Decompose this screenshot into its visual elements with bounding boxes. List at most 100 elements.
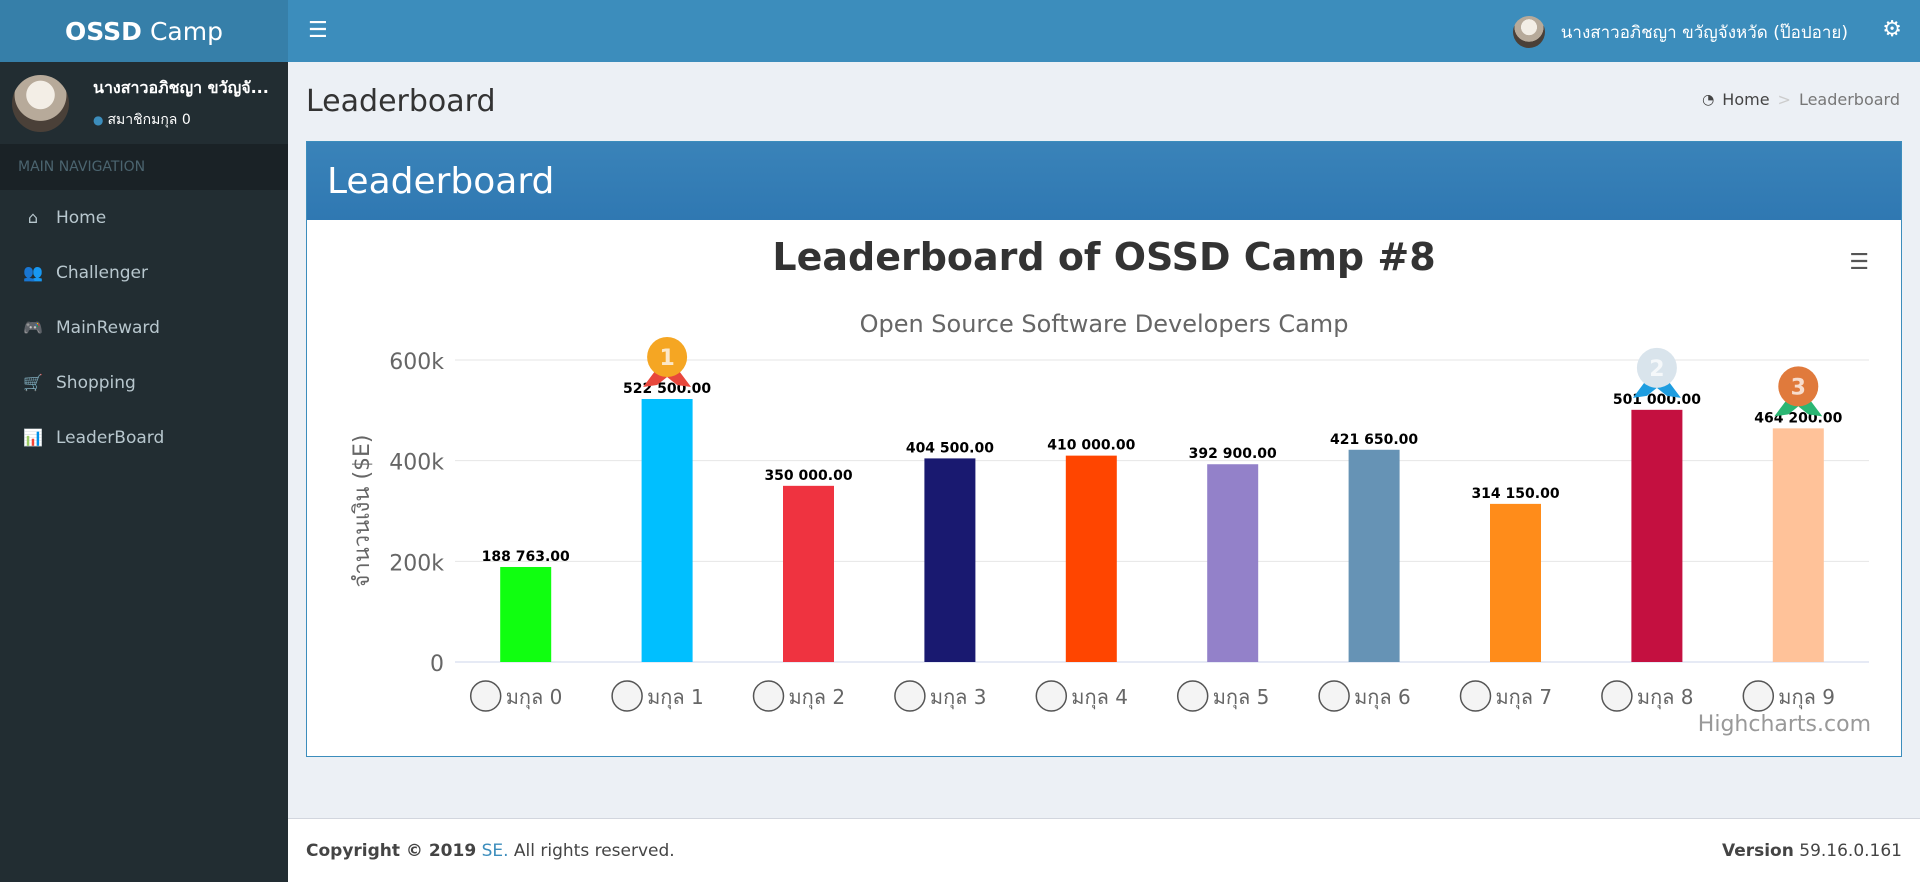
medal-rank: 1 (659, 346, 674, 371)
data-label: 404 500.00 (906, 440, 994, 456)
x-tick-label: มกุล 9 (1778, 685, 1835, 710)
bar (1490, 503, 1541, 662)
navbar-user-menu[interactable]: นางสาวอภิชญา ขวัญจังหวัด (ป๊อปอาย) (1512, 16, 1848, 48)
x-tick-label: มกุล 1 (647, 685, 704, 710)
footer: Copyright © 2019 SE. All rights reserved… (288, 818, 1920, 882)
logo-text: Camp (149, 16, 223, 46)
x-tick-label: มกุล 0 (506, 685, 563, 710)
chart-title: Leaderboard of OSSD Camp #8 (772, 235, 1436, 279)
bar (783, 485, 834, 662)
bar (1631, 409, 1683, 662)
version-number: 59.16.0.161 (1799, 840, 1902, 861)
app-logo[interactable]: OSSD Camp (0, 0, 288, 62)
box-title: Leaderboard (307, 142, 1901, 220)
leaderboard-box: Leaderboard Leaderboard of OSSD Camp #8 … (306, 141, 1902, 757)
cart-icon: 🛒 (23, 373, 43, 392)
bar (1065, 455, 1117, 662)
company-link[interactable]: SE. (481, 840, 509, 861)
medal-icon (647, 337, 688, 378)
x-tick-label: มกุล 8 (1637, 685, 1694, 710)
sidebar-item-label: Home (56, 207, 107, 228)
dashboard-icon: ◔ (1702, 91, 1715, 108)
team-logo-icon (1035, 680, 1068, 712)
sidebar-item-challenger[interactable]: 👥 Challenger (0, 245, 288, 300)
data-label: 501 000.00 (1613, 392, 1701, 408)
medal-icon (1636, 347, 1677, 388)
bar (1772, 428, 1824, 662)
logo-bold: OSSD (65, 16, 142, 46)
gamepad-icon: 🎮 (23, 318, 43, 337)
x-tick-label: มกุล 5 (1213, 685, 1270, 710)
chart-credits[interactable]: Highcharts.com (1697, 712, 1871, 737)
navbar-user-name: นางสาวอภิชญา ขวัญจังหวัด (ป๊อปอาย) (1560, 22, 1848, 43)
medal-rank: 2 (1649, 357, 1664, 382)
breadcrumb-home[interactable]: Home (1722, 90, 1770, 109)
medal-rank: 3 (1791, 375, 1806, 400)
nav-header: MAIN NAVIGATION (0, 144, 288, 190)
y-tick-label: 0 (430, 652, 444, 677)
sidebar-item-shopping[interactable]: 🛒 Shopping (0, 355, 288, 410)
chart-subtitle: Open Source Software Developers Camp (859, 310, 1349, 338)
sidebar: OSSD Camp นางสาวอภิชญา ขวัญจั... ● สมาชิ… (0, 0, 288, 882)
user-status: ● สมาชิกมกุล 0 (93, 109, 273, 131)
breadcrumb-current: Leaderboard (1798, 90, 1900, 109)
bar (500, 566, 552, 662)
user-status-text: สมาชิกมกุล 0 (107, 111, 191, 128)
avatar (1512, 16, 1545, 48)
user-name: นางสาวอภิชญา ขวัญจั... (93, 77, 269, 97)
bar (641, 399, 693, 662)
sidebar-item-label: MainReward (56, 317, 160, 338)
team-logo-icon (894, 680, 926, 712)
bar (1348, 449, 1400, 662)
data-label: 421 650.00 (1330, 432, 1418, 448)
top-navbar: ☰ นางสาวอภิชญา ขวัญจังหวัด (ป๊อปอาย) ⚙ (288, 0, 1920, 62)
y-axis-label: จำนวนเงิน ($E) (350, 434, 375, 587)
team-logo-icon (1318, 680, 1350, 712)
user-icon: ● (93, 112, 104, 127)
data-label: 410 000.00 (1047, 438, 1135, 454)
bar-chart-icon: 📊 (23, 428, 43, 447)
x-tick-label: มกุล 2 (789, 685, 846, 710)
y-tick-label: 600k (389, 350, 444, 375)
version-info: Version 59.16.0.161 (1722, 841, 1902, 861)
sidebar-toggle-icon[interactable]: ☰ (308, 18, 328, 43)
chart-menu-icon[interactable]: ☰ (1849, 250, 1869, 275)
bar (1207, 464, 1259, 662)
chart-plot: 0 200k 400k 600k จำนวนเงิน ($E) 188 763.00 มกุ… (350, 337, 1869, 712)
data-label: 314 150.00 (1471, 486, 1559, 502)
sidebar-item-mainreward[interactable]: 🎮 MainReward (0, 300, 288, 355)
users-icon: 👥 (23, 263, 43, 282)
data-label: 392 900.00 (1189, 446, 1277, 462)
x-tick-label: มกุล 3 (930, 685, 987, 710)
leaderboard-chart: Leaderboard of OSSD Camp #8 Open Source … (307, 220, 1901, 756)
rights-text: All rights reserved. (513, 840, 675, 861)
team-logo-icon (1601, 680, 1633, 712)
home-icon: ⌂ (27, 208, 39, 227)
sidebar-item-label: Challenger (56, 262, 148, 283)
sidebar-item-leaderboard[interactable]: 📊 LeaderBoard (0, 410, 288, 465)
data-label: 522 500.00 (623, 381, 711, 397)
data-label: 188 763.00 (482, 549, 570, 565)
data-label: 464 200.00 (1754, 410, 1842, 426)
medal-icon (1778, 366, 1819, 407)
team-logo-icon (611, 680, 643, 712)
x-tick-label: มกุล 7 (1496, 685, 1553, 710)
breadcrumb-separator: > (1777, 90, 1791, 109)
x-tick-label: มกุล 4 (1071, 685, 1128, 710)
version-label: Version (1721, 840, 1794, 861)
y-tick-label: 400k (389, 451, 444, 476)
page-title: Leaderboard (306, 84, 496, 119)
breadcrumb: ◔ Home > Leaderboard (1702, 90, 1900, 109)
gears-icon[interactable]: ⚙ (1882, 17, 1902, 42)
team-logo-icon (1459, 680, 1492, 712)
avatar (12, 74, 69, 132)
bar (924, 458, 976, 662)
team-logo-icon (1176, 680, 1209, 712)
team-logo-icon (752, 680, 785, 712)
sidebar-item-label: Shopping (56, 372, 136, 393)
user-panel: นางสาวอภิชญา ขวัญจั... ● สมาชิกมกุล 0 (0, 62, 288, 144)
team-logo-icon (1742, 680, 1775, 712)
copyright-prefix: Copyright © 2019 (306, 840, 477, 861)
sidebar-item-home[interactable]: ⌂ Home (0, 190, 288, 245)
data-label: 350 000.00 (764, 468, 852, 484)
